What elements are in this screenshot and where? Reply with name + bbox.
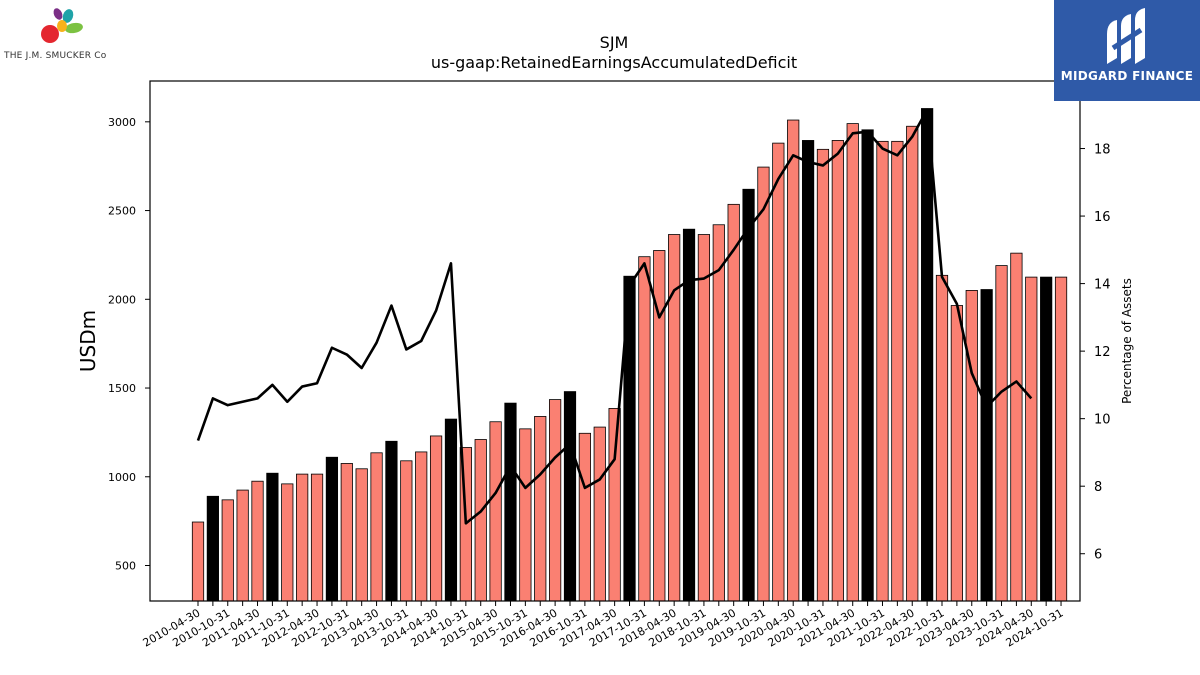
bar-2020-01-31 [772,142,785,602]
bar-2010-07-31 [206,495,219,602]
bar-2015-04-30 [489,421,502,602]
y-tick-label: 2000 [108,293,136,306]
smucker-brand-text: THE J.M. SMUCKER Co [4,51,107,61]
bar-2023-10-31 [995,265,1008,602]
bar-2014-01-31 [415,451,428,602]
bar-2020-07-31 [801,140,815,602]
y-axis-label: USDm [76,310,100,372]
bar-2024-04-30 [1025,276,1038,602]
y-axis-left: 500 1000 1500 2000 2500 3000 [108,116,150,573]
bar-2014-04-30 [429,435,443,602]
y2-tick-label: 14 [1094,278,1111,293]
bar-2016-07-31 [563,391,577,602]
percent-of-assets-line [196,108,1033,525]
bar-2022-07-31 [921,108,934,602]
midgard-finance-logo: MIDGARD FINANCE [1054,0,1200,101]
bar-2014-07-31 [444,418,458,602]
bar-2023-01-31 [950,305,963,602]
x-axis: 2010-04-302010-10-312011-04-302011-10-31… [141,601,1066,650]
y2-tick-label: 10 [1094,413,1111,428]
bar-2011-01-31 [236,489,249,602]
bar-2023-07-31 [980,289,993,602]
chart-subtitle: us-gaap:RetainedEarningsAccumulatedDefic… [431,53,797,72]
bar-2019-07-31 [742,188,755,602]
bar-2024-10-31 [1054,276,1068,602]
bar-2023-04-30 [965,290,978,602]
bar-2013-10-31 [400,460,413,602]
bar-2017-10-31 [638,256,651,602]
bar-2012-10-31 [340,463,353,602]
line-layer [196,108,1033,525]
y2-axis-label: Percentage of Assets [1120,278,1134,404]
y2-tick-label: 16 [1094,210,1111,225]
bar-2024-01-31 [1010,252,1023,602]
y-axis-right: 6 8 10 12 14 16 18 [1080,143,1111,563]
bar-2021-07-31 [861,129,874,602]
bar-2010-10-31 [221,499,234,602]
y2-tick-label: 6 [1094,548,1102,563]
bar-2019-01-31 [712,224,725,602]
bar-2016-01-31 [534,416,547,602]
bar-2015-01-31 [474,439,487,602]
bar-2015-10-31 [519,428,532,602]
y2-tick-label: 12 [1094,345,1111,360]
bar-2015-07-31 [504,402,517,602]
bar-2011-07-31 [266,472,279,602]
bar-2012-04-30 [310,473,324,602]
bar-2017-01-31 [593,426,606,602]
bar-2018-07-31 [682,228,696,602]
midgard-mark-icon [1107,8,1145,64]
bar-2021-04-30 [846,123,859,602]
midgard-brand-text: MIDGARD FINANCE [1060,69,1194,83]
y-tick-label: 2500 [108,205,136,218]
bar-2020-10-31 [816,148,830,602]
smucker-logo: THE J.M. SMUCKER Co [4,4,122,64]
bar-2017-04-30 [608,408,621,602]
y2-tick-label: 18 [1094,143,1111,158]
bar-2024-07-31 [1040,276,1053,602]
y-tick-label: 1500 [108,382,136,395]
bar-2010-04-30 [191,521,205,602]
bar-2021-10-31 [876,140,889,602]
bar-2022-01-31 [891,140,904,602]
bar-2013-07-31 [385,440,398,602]
y-tick-label: 3000 [108,116,136,129]
bar-group [191,108,1068,602]
bar-2019-04-30 [727,203,740,602]
bar-2012-01-31 [296,473,309,602]
fruit-logo-icon [41,8,83,43]
bar-2021-01-31 [831,140,844,602]
bar-2013-04-30 [370,452,383,602]
bar-2019-10-31 [757,166,770,602]
bar-2018-10-31 [697,234,711,602]
bar-2016-10-31 [578,432,591,602]
y-tick-label: 1000 [108,471,136,484]
bar-2020-04-30 [787,119,800,602]
y-tick-label: 500 [115,560,136,573]
bar-2022-04-30 [906,125,919,602]
bar-2012-07-31 [325,456,339,602]
bar-2016-04-30 [549,399,562,602]
chart-title: SJM [600,33,629,52]
bar-2011-10-31 [281,483,294,602]
bar-2013-01-31 [355,468,368,602]
y2-tick-label: 8 [1094,480,1102,495]
bar-2022-10-31 [935,274,949,602]
bar-2011-04-30 [251,480,264,602]
